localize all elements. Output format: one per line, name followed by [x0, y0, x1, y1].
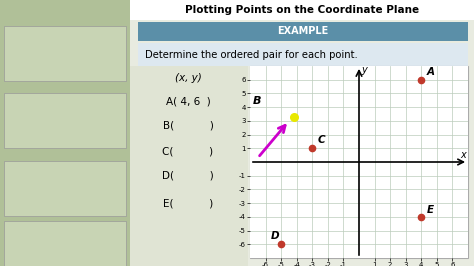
Bar: [4, 161, 126, 216]
Text: B: B: [253, 96, 262, 106]
Text: B(           ): B( ): [163, 121, 213, 131]
Text: Determine the ordered pair for each point.: Determine the ordered pair for each poin…: [145, 50, 358, 60]
Text: x: x: [460, 150, 466, 160]
Bar: [250, 66, 468, 258]
Bar: [4, 93, 126, 148]
Text: C(           ): C( ): [163, 146, 214, 156]
Text: y: y: [362, 65, 367, 75]
Text: (x, y): (x, y): [174, 73, 201, 83]
Text: D: D: [271, 231, 280, 242]
Text: Plotting Points on the Coordinate Plane: Plotting Points on the Coordinate Plane: [185, 5, 419, 15]
Text: E: E: [427, 205, 434, 215]
Bar: [138, 22, 468, 41]
Bar: [138, 43, 468, 66]
Text: D(           ): D( ): [162, 171, 214, 181]
Text: A( 4, 6  ): A( 4, 6 ): [165, 96, 210, 106]
Bar: [4, 26, 126, 81]
Bar: [0, 0, 130, 266]
Bar: [130, 0, 474, 266]
Bar: [130, 66, 248, 266]
Bar: [4, 221, 126, 266]
Text: C: C: [318, 135, 325, 146]
Text: A: A: [427, 67, 435, 77]
Bar: [130, 0, 474, 20]
Text: EXAMPLE: EXAMPLE: [277, 27, 328, 36]
Text: E(           ): E( ): [163, 199, 213, 209]
